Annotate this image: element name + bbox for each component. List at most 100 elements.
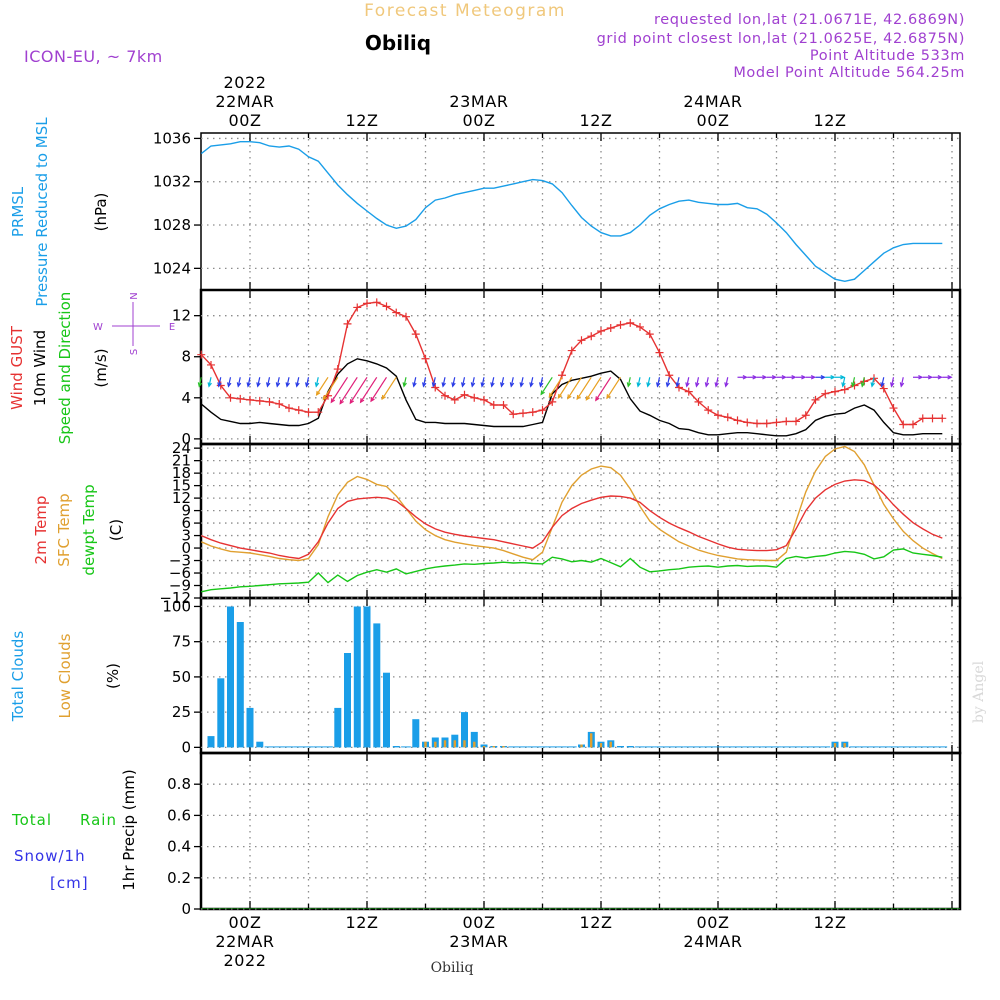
- total-clouds-bar: [869, 746, 879, 748]
- y-axes: 102410281032103604812−12−9−6−30369121518…: [153, 129, 201, 918]
- wind-direction-arrow: [766, 374, 778, 380]
- wind-arrow-head: [889, 382, 895, 388]
- y-tick-label-clouds: 50: [172, 668, 191, 686]
- wind-arrow-shaft: [276, 377, 280, 387]
- y-tick-label-wind: 12: [172, 307, 191, 325]
- wind-arrow-head: [704, 382, 710, 388]
- y-tick-label-precip: 0: [181, 900, 191, 918]
- total-clouds-bar: [771, 746, 782, 748]
- y-tick-label-temp: 24: [172, 439, 191, 457]
- wind-arrow-head: [927, 374, 934, 380]
- wind-gust-marker: [509, 410, 518, 419]
- precip-label-cm: [cm]: [50, 874, 89, 892]
- wind-gust-marker: [587, 332, 596, 341]
- wind-direction-arrow: [256, 377, 261, 388]
- pressure-label-unit: (hPa): [92, 193, 110, 232]
- total-clouds-bar: [470, 731, 478, 748]
- total-clouds-bar: [293, 746, 304, 748]
- wind-direction-arrow: [636, 377, 641, 388]
- wind-arrow-head: [576, 394, 581, 401]
- wind-direction-arrow: [304, 377, 310, 388]
- total-clouds-bar: [781, 746, 792, 748]
- wind-arrow-head: [412, 382, 417, 388]
- total-clouds-bar: [344, 653, 351, 748]
- wind-arrow-head: [236, 382, 242, 388]
- total-clouds-bar: [527, 746, 538, 748]
- wind-arrow-head: [314, 382, 320, 388]
- wind-arrow-head: [801, 374, 807, 380]
- total-clouds-bar: [353, 606, 361, 748]
- wind-direction-arrow: [412, 377, 417, 388]
- total-clouds-bar: [664, 746, 675, 748]
- wind-arrow-shaft: [900, 377, 904, 387]
- location-title: Obiliq: [365, 31, 431, 55]
- y-tick-label-temp: 12: [172, 489, 191, 507]
- wind-arrow-shaft: [208, 377, 212, 387]
- bottom-time-label: 12Z: [579, 913, 612, 932]
- wind-gust-marker: [197, 350, 206, 359]
- top-time-label: 00Z: [696, 111, 729, 130]
- wind-arrow-shaft: [370, 376, 388, 402]
- wind-arrow-shaft: [247, 377, 251, 387]
- wind-arrow-head: [646, 382, 651, 388]
- wind-arrow-shaft: [339, 376, 358, 404]
- wind-direction-arrow: [339, 376, 358, 405]
- wind-gust-marker: [567, 346, 576, 355]
- wind-arrow-head: [339, 399, 344, 405]
- wind-label-10m: 10m Wind: [31, 330, 49, 406]
- wind-gust-marker: [918, 414, 927, 423]
- wind-direction-arrow: [315, 376, 329, 397]
- plot-area: [197, 141, 960, 909]
- clouds-panel: [199, 596, 962, 755]
- precip-label-rain: Rain: [80, 811, 117, 829]
- wind-arrow-head: [349, 398, 355, 405]
- wind-arrow-head: [714, 382, 719, 388]
- bottom-time-label: 00Z: [462, 913, 495, 932]
- y-tick-label-temp: −12: [159, 589, 191, 607]
- low-clouds-bar: [580, 744, 583, 748]
- wind-arrow-shaft: [305, 377, 310, 387]
- wind-arrow-head: [548, 392, 554, 398]
- wind-gust-marker: [597, 327, 605, 336]
- compass-n: N: [129, 292, 140, 299]
- wind-arrow-head: [937, 374, 943, 380]
- wind-arrow-head: [947, 374, 953, 380]
- wind-gust-marker: [655, 348, 664, 357]
- wind-direction-arrow: [236, 377, 242, 388]
- total-clouds-bar: [303, 746, 314, 748]
- wind-arrow-head: [840, 374, 846, 380]
- wind-direction-arrow: [470, 377, 476, 388]
- wind-arrow-shaft: [198, 377, 202, 387]
- y-tick-label-wind: 8: [181, 348, 191, 366]
- wind-arrow-shaft: [442, 377, 446, 387]
- wind-direction-arrow: [441, 377, 446, 388]
- wind-arrow-shaft: [540, 376, 553, 395]
- wind-direction-arrow: [480, 377, 485, 388]
- wind-gust-marker: [450, 395, 459, 404]
- wind-direction-arrow: [207, 377, 212, 388]
- total-clouds-bar: [635, 746, 645, 748]
- dewpt-temp-line: [201, 548, 943, 593]
- wind-label-unit: (m/s): [92, 348, 110, 387]
- top-time-label: 23MAR: [449, 92, 508, 111]
- total-clouds-bar: [703, 746, 714, 748]
- y-tick-label-wind: 0: [181, 430, 191, 448]
- clouds-label-unit: (%): [104, 663, 122, 689]
- wind-gust-marker: [889, 404, 898, 413]
- pressure-label-desc: Pressure Reduced to MSL: [33, 117, 51, 307]
- model-altitude: Model Point Altitude 564.25m: [733, 65, 965, 81]
- wind-gust-marker: [294, 406, 303, 415]
- wind-gust-marker: [441, 391, 449, 400]
- wind-arrow-head: [841, 382, 846, 388]
- total-clouds-bar: [917, 746, 928, 748]
- wind-arrow-head: [330, 398, 336, 404]
- wind-gust-marker: [519, 409, 527, 418]
- wind-arrow-head: [870, 382, 875, 388]
- total-clouds-bar: [323, 746, 333, 748]
- wind-direction-arrow: [330, 376, 349, 404]
- compass-e: E: [169, 322, 175, 333]
- bottom-time-label: 24MAR: [683, 932, 742, 951]
- top-time-label: 00Z: [462, 111, 495, 130]
- wind-arrow-head: [538, 382, 544, 388]
- wind-gust-marker: [411, 330, 420, 339]
